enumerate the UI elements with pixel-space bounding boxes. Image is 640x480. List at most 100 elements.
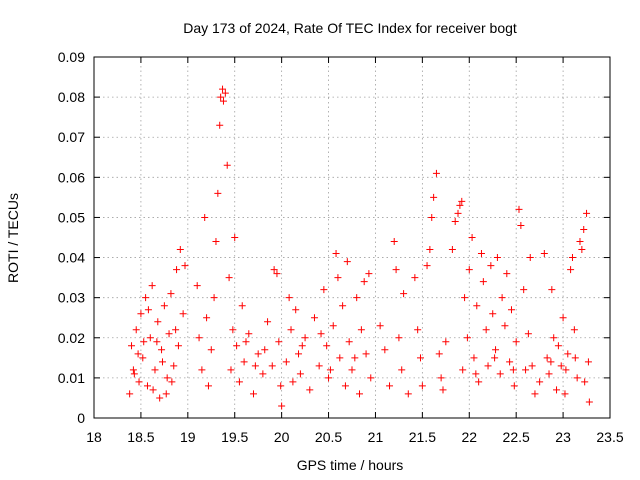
data-point — [201, 213, 209, 221]
data-point — [317, 330, 325, 338]
data-point — [479, 278, 487, 286]
data-point — [578, 246, 586, 254]
data-point — [332, 250, 340, 258]
data-point — [130, 370, 138, 378]
data-point — [142, 294, 150, 302]
data-point — [430, 193, 438, 201]
data-point — [160, 302, 168, 310]
data-point — [162, 390, 170, 398]
data-point — [456, 201, 464, 209]
data-point — [362, 350, 370, 358]
data-point — [151, 366, 159, 374]
data-point — [573, 374, 581, 382]
data-point — [132, 326, 140, 334]
data-point — [173, 266, 181, 274]
data-point — [282, 358, 290, 366]
data-point — [128, 342, 136, 350]
data-point — [531, 390, 539, 398]
data-point — [238, 302, 246, 310]
data-point — [524, 330, 532, 338]
y-tick-label: 0.02 — [58, 330, 85, 346]
data-point — [503, 270, 511, 278]
y-tick-label: 0.07 — [58, 129, 85, 145]
data-point — [339, 302, 347, 310]
data-point — [315, 362, 323, 370]
data-point — [126, 390, 134, 398]
data-point — [221, 89, 229, 97]
data-point — [463, 334, 471, 342]
data-point — [423, 262, 431, 270]
data-point — [343, 258, 351, 266]
data-point — [204, 382, 212, 390]
data-point — [553, 386, 561, 394]
data-point — [567, 266, 575, 274]
data-point — [501, 322, 509, 330]
data-point — [470, 354, 478, 362]
data-point — [336, 354, 344, 362]
data-point — [275, 338, 283, 346]
data-point — [528, 362, 536, 370]
data-point — [547, 358, 555, 366]
x-tick-label: 21.5 — [409, 429, 436, 445]
x-tick-label: 23.5 — [596, 429, 623, 445]
data-point — [277, 382, 285, 390]
data-point — [581, 378, 589, 386]
data-point — [148, 282, 156, 290]
data-point — [448, 246, 456, 254]
data-point — [219, 97, 227, 105]
data-point — [144, 306, 152, 314]
data-point — [509, 366, 517, 374]
data-point — [268, 362, 276, 370]
data-point — [418, 382, 426, 390]
data-point — [139, 354, 147, 362]
data-point — [216, 121, 224, 129]
data-point — [536, 378, 544, 386]
data-point — [571, 354, 579, 362]
data-point — [357, 326, 365, 334]
data-point — [273, 270, 281, 278]
data-point — [459, 366, 467, 374]
data-point — [564, 350, 572, 358]
data-point — [520, 286, 528, 294]
data-point — [570, 326, 578, 334]
data-point — [351, 354, 359, 362]
data-point — [326, 366, 334, 374]
x-tick-label: 19 — [180, 429, 196, 445]
data-point — [439, 386, 447, 394]
data-point — [345, 338, 353, 346]
data-point — [296, 370, 304, 378]
data-point — [487, 262, 495, 270]
data-point — [223, 161, 231, 169]
data-point — [292, 306, 300, 314]
data-point — [522, 366, 530, 374]
x-tick-label: 19.5 — [221, 429, 248, 445]
data-point — [235, 378, 243, 386]
y-tick-label: 0.04 — [58, 250, 85, 266]
data-point — [473, 302, 481, 310]
x-axis-label: GPS time / hours — [297, 457, 404, 473]
data-point — [356, 390, 364, 398]
data-point — [254, 350, 262, 358]
data-point — [568, 254, 576, 262]
data-point — [154, 318, 162, 326]
data-point — [458, 197, 466, 205]
x-tick-label: 20 — [274, 429, 290, 445]
data-point — [264, 318, 272, 326]
data-point — [475, 378, 483, 386]
data-point — [179, 310, 187, 318]
data-point — [158, 346, 166, 354]
data-point — [468, 234, 476, 241]
data-point — [295, 350, 303, 358]
data-point — [472, 370, 480, 378]
data-point — [287, 326, 295, 334]
y-tick-label: 0.08 — [58, 89, 85, 105]
data-point — [585, 398, 593, 406]
data-point — [482, 326, 490, 334]
data-point — [231, 234, 239, 241]
data-point — [259, 370, 267, 378]
data-point — [376, 322, 384, 330]
data-point — [491, 354, 499, 362]
data-point — [214, 189, 222, 197]
data-point — [451, 217, 459, 225]
